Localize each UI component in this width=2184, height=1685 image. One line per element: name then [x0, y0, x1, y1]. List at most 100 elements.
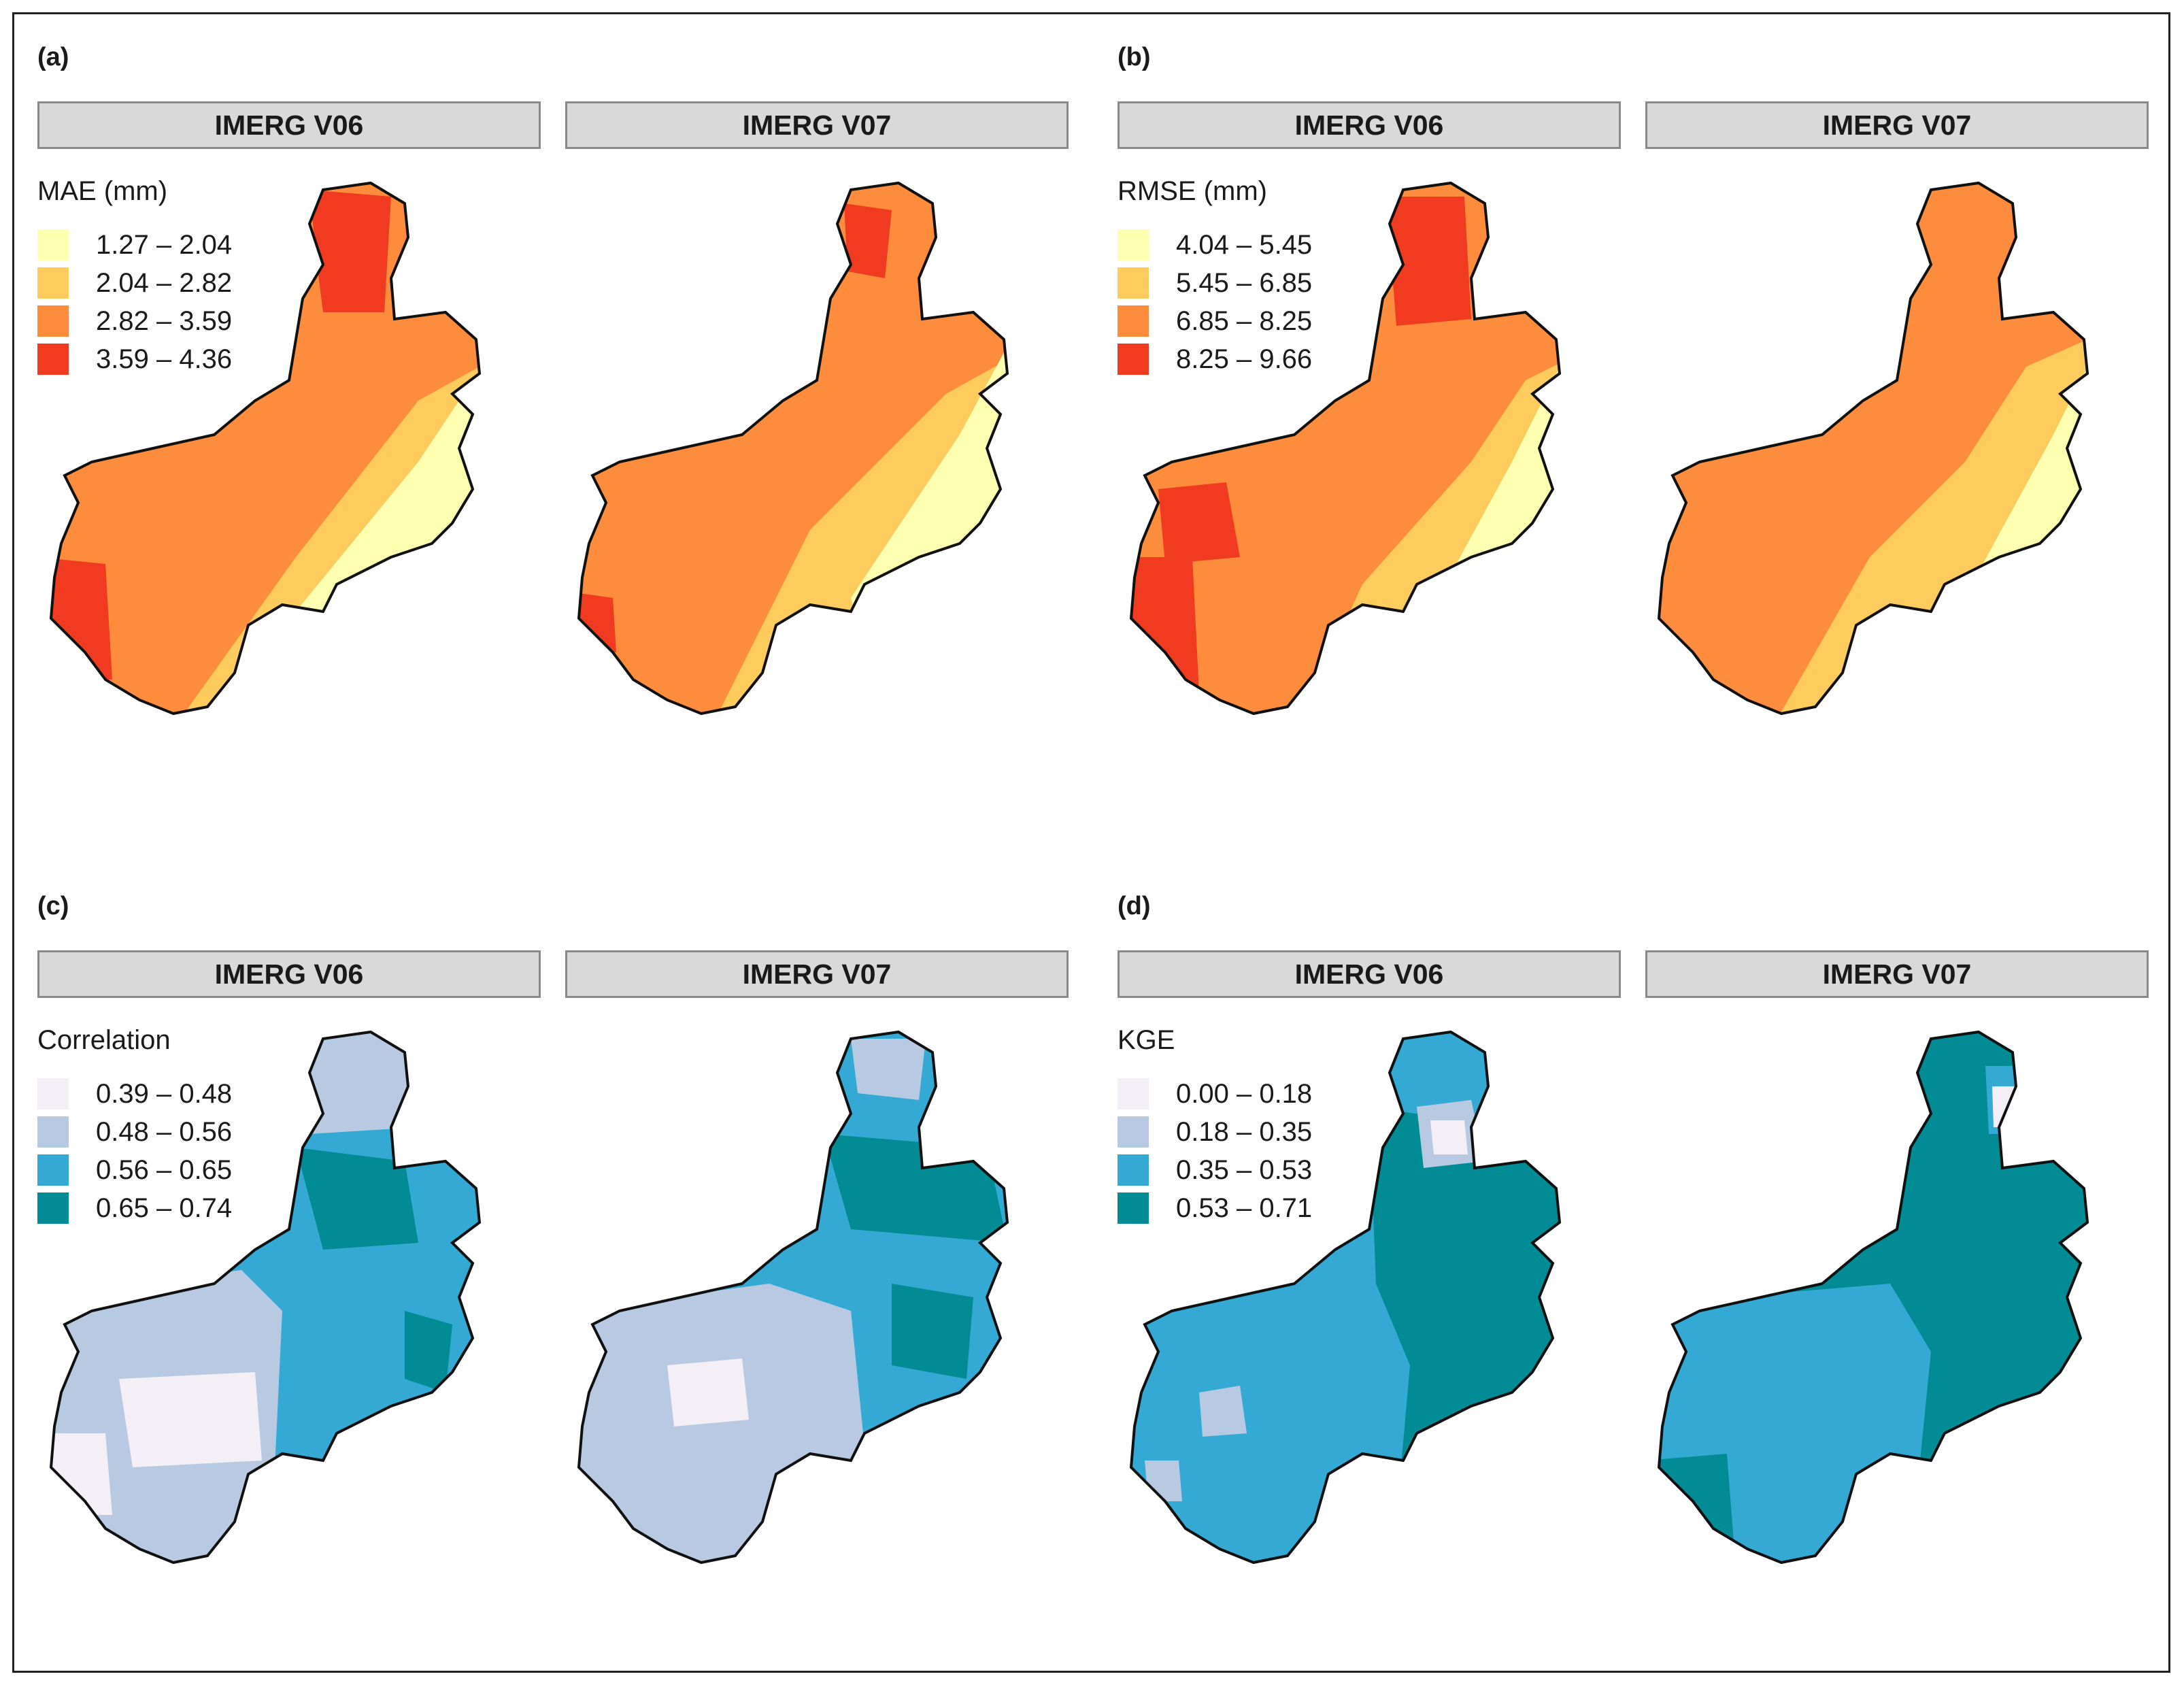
- strip-b-v07: IMERG V07: [1645, 101, 2149, 149]
- strip-b-v06: IMERG V06: [1118, 101, 1621, 149]
- legend-label: 0.53 – 0.71: [1176, 1192, 1313, 1223]
- map-d-v07: [1658, 1031, 2089, 1564]
- legend-label: 0.39 – 0.48: [96, 1078, 233, 1109]
- map-zone: [579, 183, 1007, 714]
- legend-swatch: [37, 344, 69, 375]
- legend-item: 5.45 – 6.85: [1118, 264, 1312, 302]
- map-c-v06: [50, 1031, 481, 1564]
- figure-frame: (a) IMERG V06 IMERG V07 MAE (mm) 1.27 – …: [12, 12, 2170, 1673]
- legend-item: 0.48 – 0.56: [37, 1113, 232, 1151]
- legend-swatch: [37, 1192, 69, 1224]
- legend-title: MAE (mm): [37, 176, 168, 206]
- legend-swatch: [1118, 1078, 1149, 1110]
- map-zone: [579, 1284, 864, 1563]
- legend-label: 2.04 – 2.82: [96, 267, 233, 298]
- map-zone: [296, 1148, 418, 1250]
- legend-swatch: [37, 1116, 69, 1148]
- legend-label: 8.25 – 9.66: [1176, 344, 1313, 374]
- map-zone: [1131, 557, 1199, 693]
- panel-a-label: (a): [37, 43, 69, 71]
- legend-label: 3.59 – 4.36: [96, 344, 233, 374]
- map-d-v06: [1130, 1031, 1561, 1564]
- map-zone: [579, 591, 616, 652]
- legend-label: 0.35 – 0.53: [1176, 1154, 1313, 1185]
- legend-label: 5.45 – 6.85: [1176, 267, 1313, 298]
- map-zone: [1659, 1284, 1931, 1563]
- strip-c-v06: IMERG V06: [37, 950, 541, 998]
- legend-item: 6.85 – 8.25: [1118, 302, 1312, 340]
- legend-title: KGE: [1118, 1025, 1175, 1055]
- legend-swatch: [37, 305, 69, 337]
- legend-label: 0.65 – 0.74: [96, 1192, 233, 1223]
- legend-label: 0.56 – 0.65: [96, 1154, 233, 1185]
- panel-d-label: (d): [1118, 892, 1151, 920]
- map-zone: [1131, 1032, 1560, 1563]
- strip-d-v07: IMERG V07: [1645, 950, 2149, 998]
- strip-a-v06: IMERG V06: [37, 101, 541, 149]
- map-zone: [824, 1134, 1007, 1243]
- legend-item: 0.56 – 0.65: [37, 1151, 232, 1189]
- legend-swatch: [37, 1078, 69, 1110]
- map-c-v07: [577, 1031, 1009, 1564]
- map-zone: [119, 1372, 262, 1467]
- map-zone: [1199, 1386, 1247, 1437]
- legend-swatch: [1118, 267, 1149, 299]
- legend-label: 0.00 – 0.18: [1176, 1078, 1313, 1109]
- map-zone: [1386, 197, 1471, 326]
- map-zone: [405, 1311, 452, 1392]
- legend-label: 0.18 – 0.35: [1176, 1116, 1313, 1147]
- strip-a-v07: IMERG V07: [565, 101, 1069, 149]
- legend-label: 0.48 – 0.56: [96, 1116, 233, 1147]
- map-zone: [1430, 1120, 1468, 1154]
- map-zone: [851, 1039, 926, 1100]
- map-zone: [1369, 1107, 1560, 1563]
- legend-item: 8.25 – 9.66: [1118, 340, 1312, 378]
- legend-item: 0.00 – 0.18: [1118, 1075, 1312, 1113]
- legend-label: 1.27 – 2.04: [96, 229, 233, 260]
- legend-item: 1.27 – 2.04: [37, 226, 232, 264]
- map-zone: [1145, 1461, 1182, 1501]
- legend-swatch: [1118, 1192, 1149, 1224]
- legend-item: 0.18 – 0.35: [1118, 1113, 1312, 1151]
- legend-swatch: [37, 1154, 69, 1186]
- legend-c: Correlation 0.39 – 0.48 0.48 – 0.56 0.56…: [37, 1025, 232, 1227]
- legend-item: 3.59 – 4.36: [37, 340, 232, 378]
- map-zone: [844, 203, 892, 278]
- legend-label: 2.82 – 3.59: [96, 305, 233, 336]
- legend-item: 2.82 – 3.59: [37, 302, 232, 340]
- map-zone: [892, 1284, 973, 1379]
- map-zone: [296, 1032, 418, 1134]
- legend-title: RMSE (mm): [1118, 176, 1267, 206]
- map-a-v06: [50, 182, 481, 715]
- map-b-v06: [1130, 182, 1561, 715]
- legend-title: Correlation: [37, 1025, 171, 1055]
- legend-item: 0.39 – 0.48: [37, 1075, 232, 1113]
- legend-item: 0.65 – 0.74: [37, 1189, 232, 1227]
- legend-label: 6.85 – 8.25: [1176, 305, 1313, 336]
- legend-swatch: [37, 267, 69, 299]
- legend-item: 0.35 – 0.53: [1118, 1151, 1312, 1189]
- legend-d: KGE 0.00 – 0.18 0.18 – 0.35 0.35 – 0.53 …: [1118, 1025, 1312, 1227]
- strip-c-v07: IMERG V07: [565, 950, 1069, 998]
- legend-swatch: [1118, 1154, 1149, 1186]
- strip-d-v06: IMERG V06: [1118, 950, 1621, 998]
- legend-item: 2.04 – 2.82: [37, 264, 232, 302]
- legend-item: 0.53 – 0.71: [1118, 1189, 1312, 1227]
- legend-swatch: [1118, 1116, 1149, 1148]
- legend-swatch: [37, 229, 69, 261]
- legend-b: RMSE (mm) 4.04 – 5.45 5.45 – 6.85 6.85 –…: [1118, 176, 1312, 378]
- map-zone: [51, 183, 480, 714]
- map-zone: [309, 190, 391, 312]
- legend-a: MAE (mm) 1.27 – 2.04 2.04 – 2.82 2.82 – …: [37, 176, 232, 378]
- legend-label: 4.04 – 5.45: [1176, 229, 1313, 260]
- map-a-v07: [577, 182, 1009, 715]
- panel-c-label: (c): [37, 892, 69, 920]
- legend-item: 4.04 – 5.45: [1118, 226, 1312, 264]
- map-b-v07: [1658, 182, 2089, 715]
- legend-swatch: [1118, 305, 1149, 337]
- legend-swatch: [1118, 229, 1149, 261]
- panel-b-label: (b): [1118, 43, 1151, 71]
- map-zone: [1659, 183, 2087, 714]
- map-zone: [1158, 482, 1240, 564]
- map-zone: [667, 1358, 749, 1427]
